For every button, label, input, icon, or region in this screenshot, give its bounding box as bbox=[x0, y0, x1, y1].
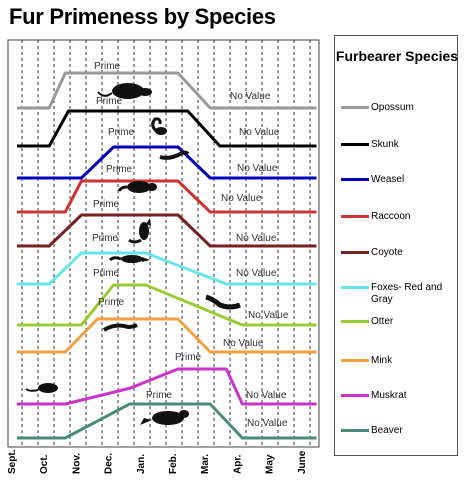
skunk-silhouette bbox=[151, 117, 167, 135]
no-value-annotation: No Value bbox=[236, 233, 277, 244]
muskrat-silhouette bbox=[25, 383, 58, 393]
raccoon-silhouette bbox=[117, 181, 157, 193]
no-value-annotation: No Value bbox=[247, 418, 288, 429]
series-line-otter bbox=[17, 283, 317, 327]
legend-swatch bbox=[341, 286, 369, 289]
no-value-annotation: No Value bbox=[246, 390, 287, 401]
coyote-silhouette bbox=[128, 218, 151, 244]
prime-annotation: Prime bbox=[96, 96, 123, 107]
legend: Furbearer Species Opossum Skunk Weasel Racc… bbox=[334, 35, 458, 456]
fox-silhouette bbox=[108, 255, 150, 263]
series-line-coyote bbox=[17, 213, 317, 248]
no-value-annotation: No Value bbox=[223, 338, 264, 349]
prime-annotation: Prime bbox=[106, 164, 133, 175]
legend-label: Mink bbox=[371, 355, 393, 366]
legend-label: Coyote bbox=[371, 247, 403, 258]
legend-label: Muskrat bbox=[371, 390, 407, 401]
x-tick-label: Feb. bbox=[168, 453, 179, 474]
prime-annotation: Prime bbox=[175, 352, 202, 363]
mink-silhouette bbox=[102, 323, 138, 332]
legend-swatch bbox=[341, 394, 369, 397]
legend-label: Foxes- Red and Gray bbox=[371, 282, 443, 305]
no-value-annotation: No Value bbox=[236, 268, 277, 279]
otter-silhouette bbox=[205, 294, 241, 310]
series-line-opossum bbox=[17, 71, 317, 110]
beaver-silhouette bbox=[140, 410, 189, 425]
legend-swatch bbox=[341, 178, 369, 181]
legend-title: Furbearer Species bbox=[335, 48, 459, 64]
x-tick-label: June bbox=[297, 450, 308, 474]
prime-annotation: Prime bbox=[98, 297, 125, 308]
series-line-weasel bbox=[17, 145, 317, 180]
legend-label: Beaver bbox=[371, 425, 403, 436]
x-tick-label: Sept. bbox=[7, 449, 18, 474]
prime-annotation: Prime bbox=[92, 233, 119, 244]
no-value-annotation: No Value bbox=[237, 163, 278, 174]
legend-swatch bbox=[341, 106, 369, 109]
legend-label: Raccoon bbox=[371, 211, 411, 222]
x-tick-label: Mar. bbox=[200, 454, 211, 474]
x-tick-label: Dec. bbox=[104, 453, 115, 474]
legend-swatch bbox=[341, 320, 369, 323]
weasel-silhouette bbox=[159, 150, 190, 160]
series-line-raccoon bbox=[17, 179, 317, 214]
chart-title: Fur Primeness by Species bbox=[9, 4, 276, 29]
prime-annotation: Prime bbox=[94, 61, 121, 72]
legend-label: Skunk bbox=[371, 139, 399, 150]
series-line-skunk bbox=[17, 109, 317, 148]
no-value-annotation: No Value bbox=[230, 91, 271, 102]
legend-swatch bbox=[341, 359, 369, 362]
series-line-beaver bbox=[17, 402, 317, 440]
series-line-mink bbox=[17, 317, 317, 354]
series-line-muskrat bbox=[17, 367, 317, 406]
legend-swatch bbox=[341, 215, 369, 218]
legend-swatch bbox=[341, 429, 369, 432]
legend-label: Otter bbox=[371, 316, 394, 327]
opossum-silhouette bbox=[97, 83, 152, 99]
prime-annotation: Prime bbox=[108, 127, 135, 138]
legend-swatch bbox=[341, 143, 369, 146]
no-value-annotation: No Value bbox=[221, 193, 262, 204]
prime-annotation: Prime bbox=[93, 268, 120, 279]
prime-annotation: Prime bbox=[146, 390, 173, 401]
no-value-annotation: No Value bbox=[239, 127, 280, 138]
legend-label: Weasel bbox=[371, 174, 405, 185]
x-tick-label: Jan. bbox=[136, 454, 147, 474]
prime-annotation: Prime bbox=[93, 199, 120, 210]
x-tick-label: Oct. bbox=[39, 454, 50, 474]
no-value-annotation: No Value bbox=[248, 310, 289, 321]
series-line-foxes-red-and-gray bbox=[17, 251, 317, 286]
plot-frame bbox=[7, 39, 320, 448]
legend-swatch bbox=[341, 251, 369, 254]
legend-label: Opossum bbox=[371, 102, 414, 113]
x-tick-label: Apr. bbox=[232, 454, 243, 474]
x-tick-label: Nov. bbox=[71, 453, 82, 474]
x-tick-label: May bbox=[265, 454, 276, 474]
